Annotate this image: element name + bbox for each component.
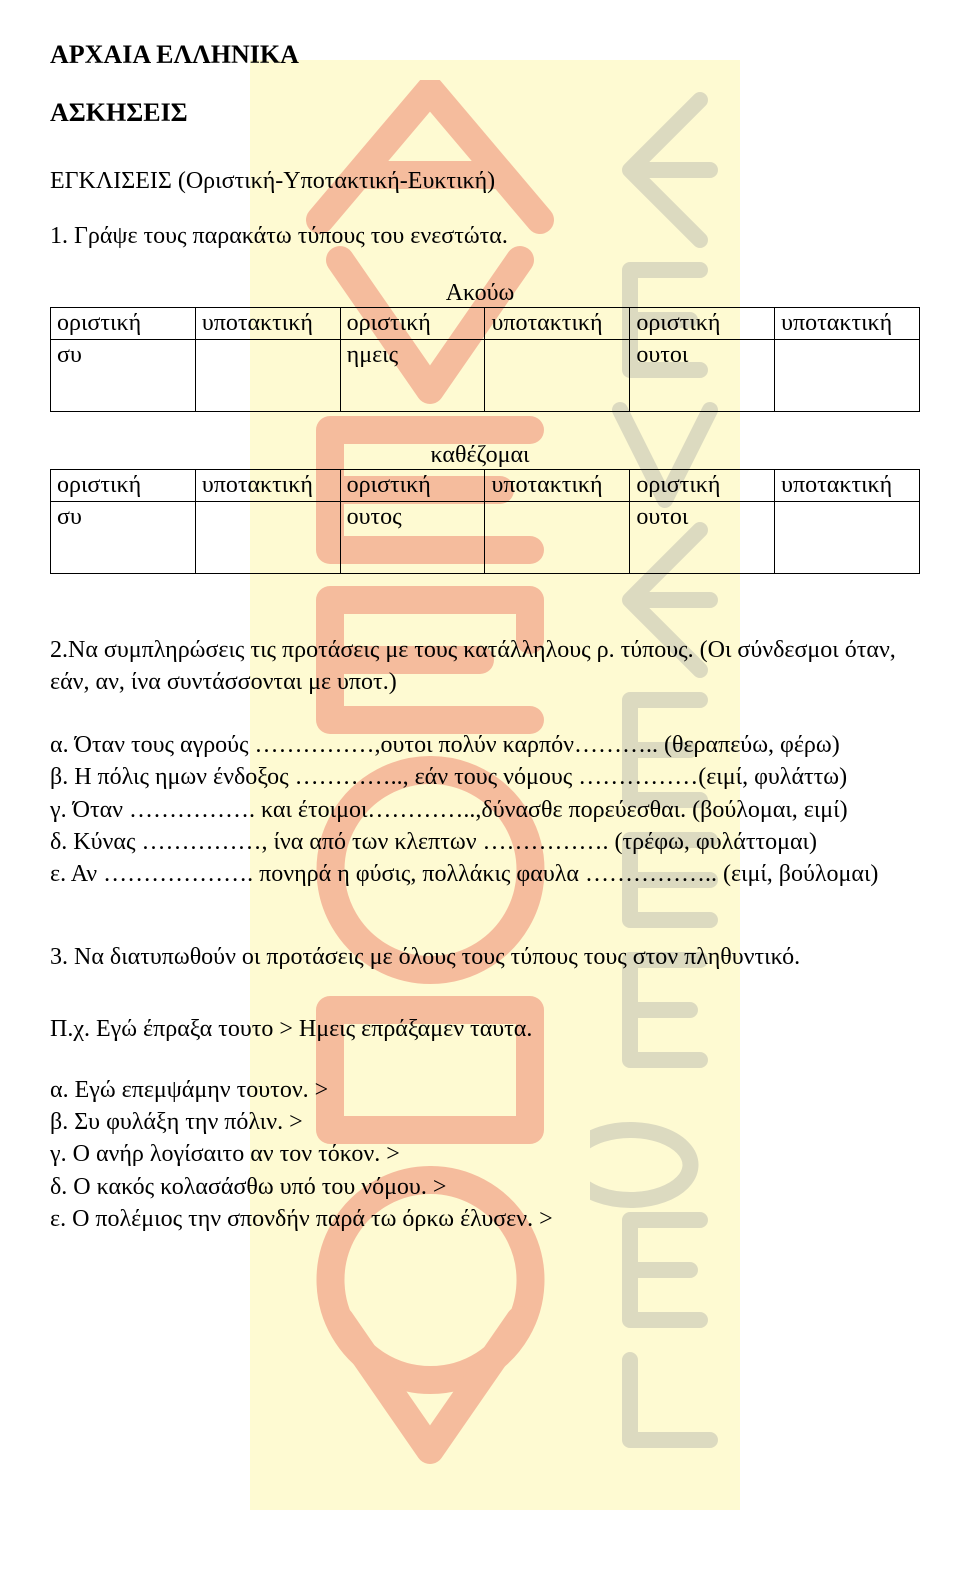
ex3-example: Π.χ. Εγώ έπραξα τουτο > Ημεις επράξαμεν … (50, 1013, 910, 1045)
cell: υποτακτική (775, 308, 920, 340)
ex2-item-b: β. Η πόλις ημων ένδοξος ………….., εάν τους… (50, 761, 910, 793)
cell: οριστική (630, 308, 775, 340)
doc-subtitle: ΑΣΚΗΣΕΙΣ (50, 98, 910, 128)
table-row: οριστική υποτακτική οριστική υποτακτική … (51, 308, 920, 340)
cell: συ (51, 340, 196, 412)
ex2-item-c: γ. Όταν ……………. και έτοιμοι…………..,δύνασθε… (50, 794, 910, 826)
ex2-item-a: α. Όταν τους αγρούς ……………,ουτοι πολύν κα… (50, 729, 910, 761)
cell: υποτακτική (485, 470, 630, 502)
ex1-prompt: 1. Γράψε τους παρακάτω τύπους του ενεστώ… (50, 223, 910, 250)
ex3-item-d: δ. Ο κακός κολασάσθω υπό του νόμου. > (50, 1171, 910, 1203)
table2-caption: καθέζομαι (50, 442, 910, 469)
cell: υποτακτική (775, 470, 920, 502)
cell: οριστική (340, 470, 485, 502)
cell: ημεις (340, 340, 485, 412)
table-row: συ ουτος ουτοι (51, 502, 920, 574)
cell: συ (51, 502, 196, 574)
table-row: οριστική υποτακτική οριστική υποτακτική … (51, 470, 920, 502)
cell: οριστική (51, 470, 196, 502)
table-row: συ ημεις ουτοι (51, 340, 920, 412)
moods-heading: ΕΓΚΛΙΣΕΙΣ (Οριστική-Υποτακτική-Ευκτική) (50, 168, 910, 195)
cell: ουτοι (630, 502, 775, 574)
cell (775, 502, 920, 574)
cell: ουτοι (630, 340, 775, 412)
ex3-item-c: γ. Ο ανήρ λογίσαιτο αν τον τόκον. > (50, 1138, 910, 1170)
cell: οριστική (630, 470, 775, 502)
cell: οριστική (51, 308, 196, 340)
cell (195, 340, 340, 412)
ex3-item-b: β. Συ φυλάξη την πόλιν. > (50, 1106, 910, 1138)
cell (485, 502, 630, 574)
table1-caption: Ακούω (50, 280, 910, 307)
ex3-item-a: α. Εγώ επεμψάμην τουτον. > (50, 1074, 910, 1106)
ex2-prompt: 2.Να συμπληρώσεις τις προτάσεις με τους … (50, 634, 910, 699)
cell: υποτακτική (485, 308, 630, 340)
ex2-item-e: ε. Αν ………………. πονηρά η φύσις, πολλάκις φ… (50, 858, 910, 890)
cell (775, 340, 920, 412)
ex3-item-e: ε. Ο πολέμιος την σπονδήν παρά τω όρκω έ… (50, 1203, 910, 1235)
ex3-prompt: 3. Να διατυπωθούν οι προτάσεις με όλους … (50, 941, 910, 973)
cell: οριστική (340, 308, 485, 340)
cell (195, 502, 340, 574)
ex2-item-d: δ. Κύνας ……………, ίνα από των κλεπτων …………… (50, 826, 910, 858)
table1: οριστική υποτακτική οριστική υποτακτική … (50, 307, 920, 412)
cell: υποτακτική (195, 308, 340, 340)
document-content: ΑΡΧΑΙΑ ΕΛΛΗΝΙΚΑ ΑΣΚΗΣΕΙΣ ΕΓΚΛΙΣΕΙΣ (Ορισ… (0, 0, 960, 1235)
cell (485, 340, 630, 412)
doc-title: ΑΡΧΑΙΑ ΕΛΛΗΝΙΚΑ (50, 40, 910, 70)
cell: υποτακτική (195, 470, 340, 502)
table2: οριστική υποτακτική οριστική υποτακτική … (50, 469, 920, 574)
cell: ουτος (340, 502, 485, 574)
